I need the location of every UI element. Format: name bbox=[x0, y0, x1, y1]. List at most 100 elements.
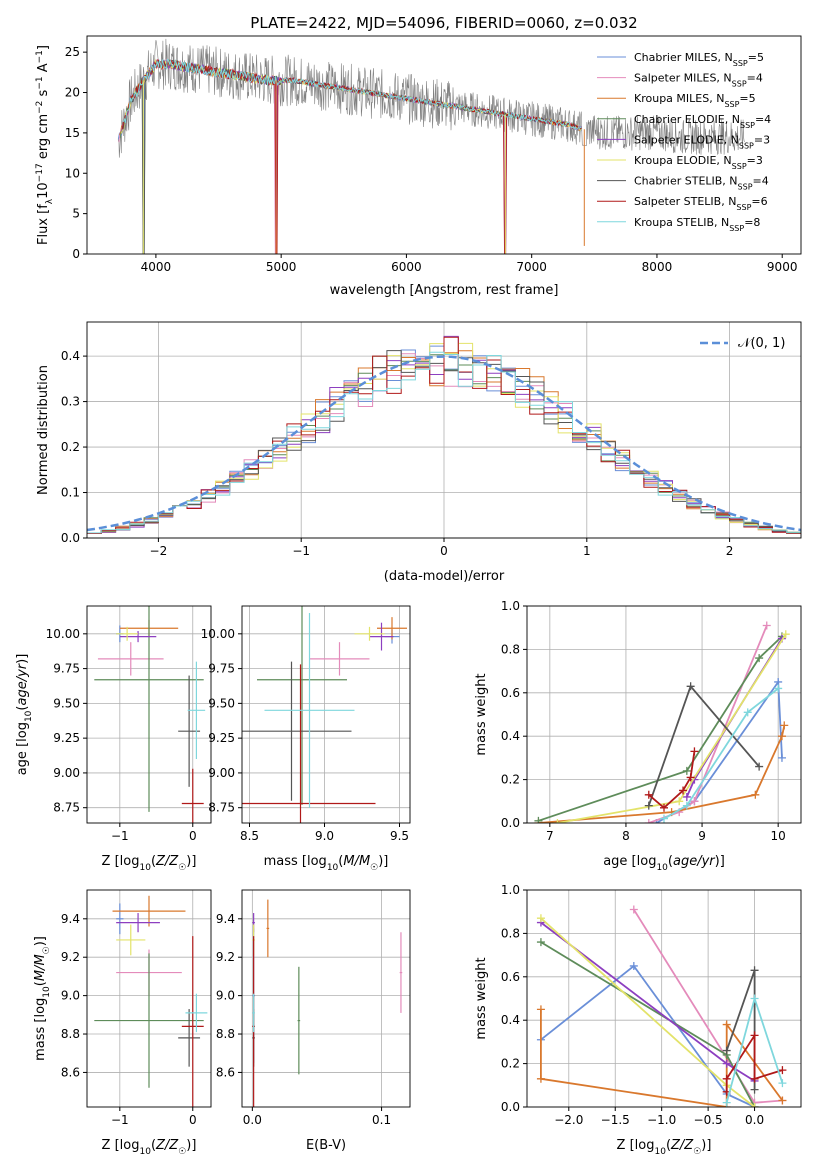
age_vs_Z-axes: −1 0 8.75 9.00 9.25 9.50 9.75 10.00 bbox=[46, 605, 212, 843]
weight-series-salpeter-stelib bbox=[722, 1031, 787, 1096]
residuals-plot-area bbox=[87, 335, 801, 534]
errorbar-kroupa-stelib bbox=[264, 612, 355, 808]
age_vs_mass-plot-area bbox=[242, 606, 407, 823]
y-tick-label: 15 bbox=[65, 126, 80, 140]
spectrum-model-salpeter-stelib bbox=[122, 58, 582, 254]
y-tick-label: 1.0 bbox=[501, 883, 520, 897]
y-axis-label-part: s bbox=[36, 89, 51, 100]
weight-point bbox=[722, 1046, 731, 1055]
x-tick-label: 9 bbox=[698, 829, 706, 843]
legend-label: Salpeter STELIB, NSSP=6 bbox=[634, 195, 768, 212]
errorbar-kroupa-miles bbox=[266, 899, 270, 958]
weight-point bbox=[750, 1103, 759, 1107]
legend-count: =3 bbox=[747, 154, 763, 167]
weight-point bbox=[750, 966, 759, 975]
x-tick-label: 2 bbox=[726, 544, 734, 558]
age_vs_Z-frame bbox=[86, 605, 212, 824]
spectrum-frame bbox=[86, 35, 802, 255]
y-tick-label: 0 bbox=[72, 247, 80, 261]
x-tick-label: 5000 bbox=[266, 260, 297, 274]
x-axis-label-part: ( bbox=[338, 854, 343, 869]
residual-legend: 𝒩(0, 1) bbox=[700, 336, 785, 351]
weight-point bbox=[536, 938, 545, 947]
x-tick-label: 6000 bbox=[391, 260, 422, 274]
x-tick-label: 0 bbox=[189, 1113, 197, 1127]
x-tick-label: 1 bbox=[583, 544, 591, 558]
weight-point bbox=[660, 814, 668, 823]
errorbar-chabrier-miles bbox=[116, 903, 124, 935]
weight-point bbox=[722, 1098, 731, 1107]
x-tick-label: −1 bbox=[111, 1113, 129, 1127]
weight_vs_Z-frame bbox=[526, 889, 802, 1108]
weight_vs_Z-axes: −2.0 −1.5 −1.0 −0.5 0.0 0.0 0.2 0.4 0.6 0.8 1.0 bbox=[501, 883, 802, 1127]
y-tick-label: 20 bbox=[65, 86, 80, 100]
errorbar-chabrier-stelib bbox=[178, 1009, 201, 1067]
x-tick-label: −1 bbox=[111, 829, 129, 843]
legend-count: =3 bbox=[754, 133, 770, 146]
legend-label: Salpeter ELODIE, NSSP=3 bbox=[634, 133, 770, 150]
legend-name: Salpeter ELODIE, N bbox=[634, 133, 739, 146]
y-axis-label-part: Flux [f bbox=[36, 204, 51, 245]
x-axis-label-part: )] bbox=[186, 1138, 196, 1153]
weight-point bbox=[750, 1074, 759, 1083]
x-tick-label: 0 bbox=[189, 829, 197, 843]
y-tick-label: 0.2 bbox=[501, 773, 520, 787]
y-tick-label: 0.0 bbox=[61, 531, 80, 545]
mass_vs_EBV-frame bbox=[241, 889, 411, 1108]
x-tick-label: 0.0 bbox=[745, 1113, 764, 1127]
y-tick-label: 10.00 bbox=[201, 627, 235, 641]
x-tick-label: −2 bbox=[150, 544, 168, 558]
y-axis-label: mass [log10(M/M☉)] bbox=[33, 936, 52, 1061]
legend-label: Chabrier MILES, NSSP=5 bbox=[634, 51, 764, 68]
weight-series-kroupa-elodie bbox=[553, 630, 790, 823]
legend-count: =4 bbox=[747, 72, 763, 85]
weight-point bbox=[780, 721, 789, 730]
y-axis-label: Flux [fλ10−17 erg cm−2 s−1 A−1] bbox=[35, 45, 55, 245]
x-axis-label-part: 10 bbox=[139, 863, 151, 873]
errorbar-kroupa-elodie bbox=[116, 626, 139, 641]
x-tick-label: 8000 bbox=[642, 260, 673, 274]
weight-series-chabrier-stelib bbox=[644, 682, 764, 810]
weight-point bbox=[755, 762, 764, 771]
y-axis-label-part: ( bbox=[33, 981, 48, 986]
y-tick-label: 9.0 bbox=[61, 989, 80, 1003]
weight-point bbox=[629, 961, 638, 970]
x-tick-label: 0 bbox=[440, 544, 448, 558]
errorbar-salpeter-elodie bbox=[116, 913, 160, 933]
x-axis-label-part: Z/Z bbox=[670, 1138, 694, 1153]
legend-count: =4 bbox=[755, 113, 771, 126]
mass_vs_Z-axes: −1 0 8.6 8.8 9.0 9.2 9.4 bbox=[61, 889, 212, 1127]
legend-sub: SSP bbox=[729, 223, 744, 232]
x-axis-label-part: Z [log bbox=[102, 1138, 140, 1153]
weight-point bbox=[743, 708, 752, 717]
y-tick-label: 8.8 bbox=[61, 1027, 80, 1041]
y-tick-label: 9.75 bbox=[53, 662, 80, 676]
y-tick-label: 10 bbox=[65, 166, 80, 180]
x-axis-label-part: Z [log bbox=[102, 854, 140, 869]
weight_vs_Z-plot-area bbox=[536, 905, 787, 1107]
weight-point bbox=[629, 905, 638, 914]
errorbar-kroupa-elodie bbox=[354, 626, 385, 641]
x-axis-label-part: ☉ bbox=[178, 1147, 186, 1157]
errorbar-chabrier-elodie bbox=[94, 953, 204, 1088]
y-axis-label-part: )] bbox=[15, 654, 30, 664]
y-tick-label: 0.8 bbox=[501, 926, 520, 940]
x-axis-label-part: E(B-V) bbox=[306, 1138, 346, 1153]
y-axis-label-part: −1 bbox=[35, 50, 45, 63]
y-axis-label-part: ☉ bbox=[42, 946, 52, 954]
age_vs_mass-axes: 8.5 9.0 9.5 8.75 9.00 9.25 9.50 9.75 10.00 bbox=[201, 605, 411, 843]
x-axis-label-part: ( bbox=[151, 854, 156, 869]
y-axis-label: Normed distribution bbox=[36, 365, 51, 495]
weight-point bbox=[690, 797, 699, 806]
y-tick-label: 0.2 bbox=[61, 440, 80, 454]
y-tick-label: 0.4 bbox=[501, 1013, 520, 1027]
errorbar-kroupa-stelib bbox=[185, 993, 208, 1033]
legend-name: Chabrier STELIB, N bbox=[634, 175, 738, 188]
y-tick-label: 9.0 bbox=[216, 989, 235, 1003]
errorbar-salpeter-stelib bbox=[242, 664, 376, 823]
spectrum-plot-area bbox=[117, 38, 745, 254]
x-axis-label-part: ( bbox=[666, 1138, 671, 1153]
